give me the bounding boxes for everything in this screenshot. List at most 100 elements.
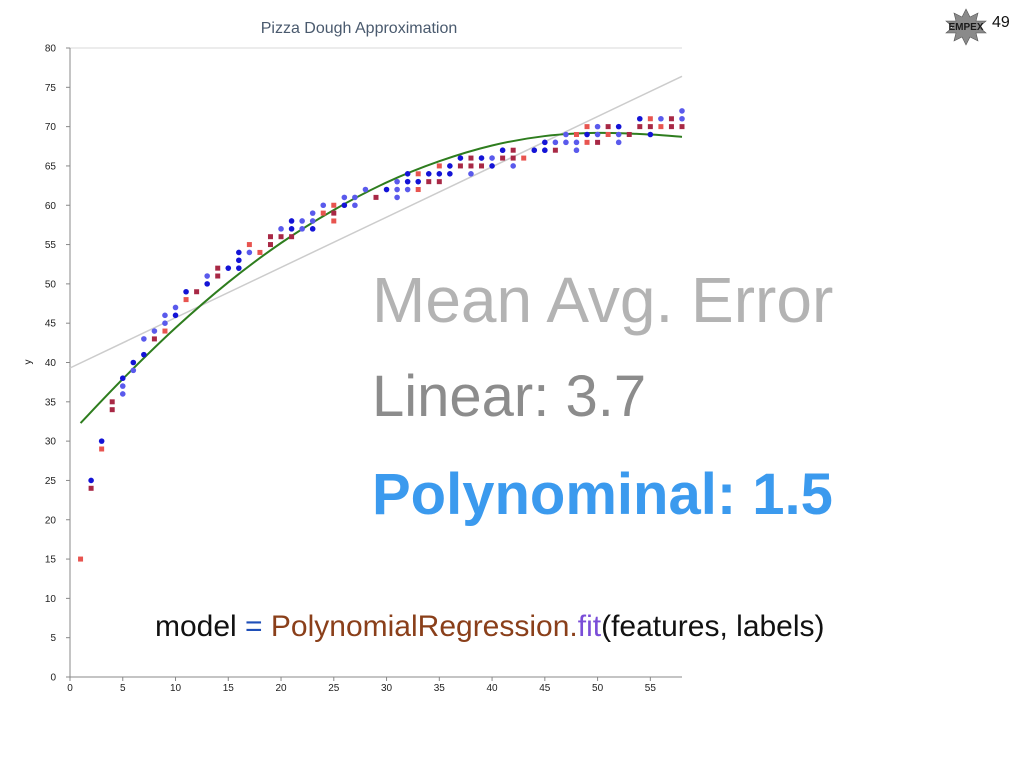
data-point-circle (552, 139, 559, 146)
data-point-circle (362, 186, 369, 193)
y-tick-label: 40 (45, 358, 57, 369)
data-point-circle (98, 438, 105, 444)
x-tick-label: 20 (275, 683, 287, 694)
data-point-square (510, 147, 516, 153)
data-point-square (320, 210, 326, 216)
y-tick-label: 50 (45, 279, 57, 290)
data-point-square (331, 202, 337, 208)
data-point-circle (404, 178, 411, 185)
data-point-circle (510, 163, 516, 169)
y-tick-label: 45 (45, 319, 57, 330)
x-tick-label: 30 (381, 683, 393, 694)
y-tick-label: 70 (45, 122, 57, 133)
data-point-circle (563, 139, 569, 146)
data-point-square (510, 155, 516, 161)
data-point-circle (658, 115, 664, 122)
data-point-circle (88, 477, 94, 484)
data-point-square (215, 273, 221, 279)
data-point-circle (404, 186, 411, 193)
x-tick-label: 25 (328, 683, 340, 694)
data-point-circle (489, 155, 495, 161)
code-snippet: model = PolynomialRegression.fit(feature… (155, 612, 825, 642)
data-point-circle (468, 171, 474, 177)
data-point-square (267, 242, 273, 248)
y-tick-label: 25 (45, 476, 57, 487)
data-point-square (647, 116, 653, 122)
data-point-circle (130, 359, 137, 366)
data-point-circle (404, 171, 411, 177)
data-point-circle (309, 226, 316, 232)
data-point-square (552, 147, 558, 153)
data-point-square (500, 155, 506, 161)
data-point-circle (447, 163, 453, 169)
data-point-square (679, 124, 685, 130)
data-point-circle (172, 312, 179, 319)
data-point-circle (436, 171, 443, 177)
data-point-circle (531, 147, 538, 154)
data-point-square (215, 265, 221, 271)
data-point-circle (594, 131, 601, 138)
data-point-circle (288, 226, 295, 232)
data-point-square (99, 446, 105, 452)
data-point-circle (615, 123, 622, 130)
data-point-square (109, 399, 115, 405)
data-point-circle (141, 336, 147, 342)
data-point-circle (130, 367, 137, 374)
data-point-circle (394, 178, 400, 185)
data-point-square (647, 124, 653, 130)
data-point-square (584, 139, 590, 145)
data-point-square (436, 163, 442, 169)
y-tick-label: 5 (50, 633, 56, 644)
data-point-square (573, 131, 579, 137)
data-point-square (162, 328, 168, 334)
data-point-circle (679, 108, 685, 114)
x-tick-label: 55 (645, 683, 657, 694)
x-tick-label: 15 (223, 683, 235, 694)
data-point-circle (183, 288, 189, 295)
scatter-points (78, 108, 685, 562)
data-point-square (278, 234, 284, 240)
data-point-square (109, 407, 115, 413)
data-point-circle (489, 163, 495, 169)
data-point-circle (499, 147, 506, 154)
code-dot: . (569, 610, 578, 643)
data-point-circle (615, 131, 622, 138)
y-tick-label: 75 (45, 83, 57, 94)
code-class-name: PolynomialRegression (270, 610, 570, 643)
data-point-circle (151, 328, 158, 334)
y-tick-label: 80 (45, 44, 57, 55)
data-point-circle (447, 171, 453, 177)
code-method: fit (577, 610, 602, 643)
data-point-circle (236, 249, 242, 256)
data-point-circle (309, 210, 316, 216)
data-point-circle (341, 202, 348, 209)
logo-text: EMPEX (948, 22, 983, 33)
x-tick-label: 0 (67, 683, 73, 694)
data-point-circle (119, 391, 126, 397)
code-equals: = (236, 610, 271, 643)
data-point-square (267, 234, 273, 240)
data-point-square (479, 163, 485, 169)
linear-error-text: Linear: 3.7 (372, 364, 647, 429)
data-point-circle (394, 194, 400, 201)
data-point-square (468, 155, 474, 161)
data-point-square (331, 218, 337, 224)
data-point-square (668, 116, 674, 122)
data-point-circle (236, 257, 242, 264)
data-point-circle (542, 147, 548, 154)
data-point-square (658, 124, 664, 130)
data-point-circle (425, 171, 432, 177)
x-tick-label: 50 (592, 683, 604, 694)
mae-heading: Mean Avg. Error (372, 264, 834, 336)
data-point-square (151, 336, 157, 342)
data-point-circle (204, 281, 210, 287)
data-point-circle (394, 186, 400, 193)
data-point-circle (299, 226, 305, 232)
data-point-square (257, 249, 263, 255)
data-point-circle (141, 351, 147, 358)
data-point-circle (563, 131, 569, 138)
data-point-square (426, 179, 432, 185)
logo-starburst (945, 8, 987, 46)
data-point-circle (584, 131, 590, 138)
